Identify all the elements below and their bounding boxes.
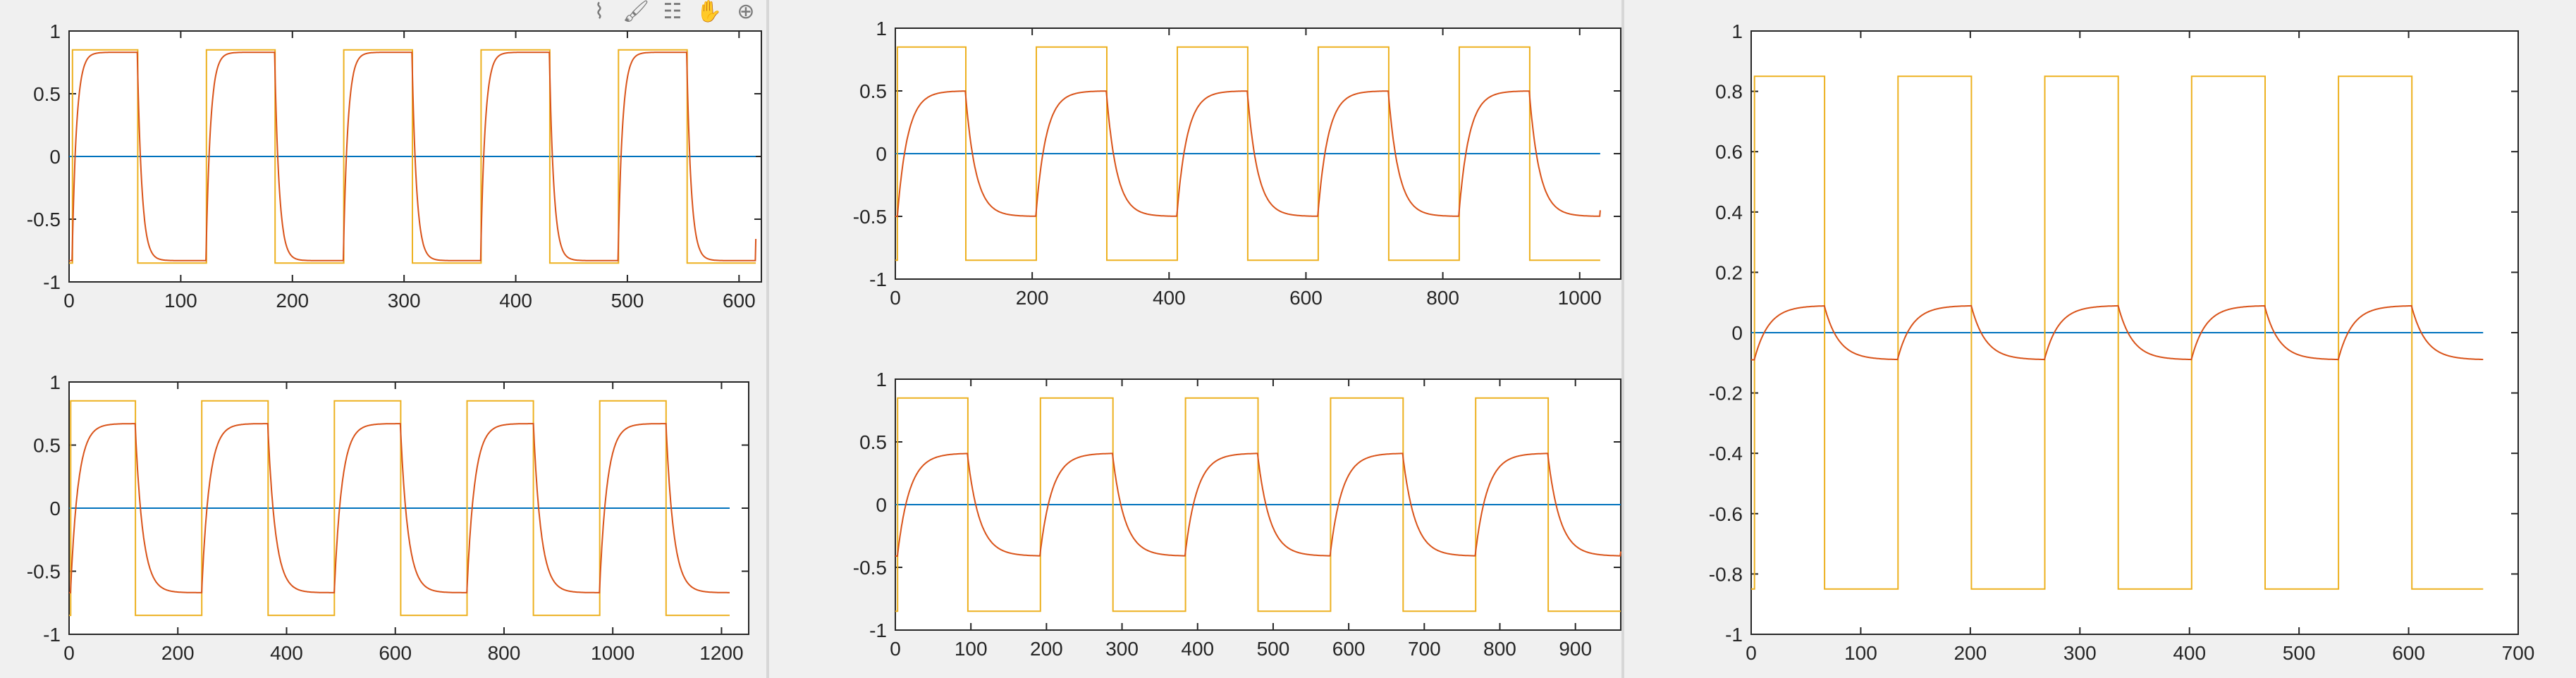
x-tick-label: 0 — [63, 290, 75, 312]
y-tick-label: 0 — [876, 494, 887, 516]
plot-bottom-left[interactable]: -1 -0.5 0 0.5 1 0 200 400 600 800 1000 1200 — [27, 371, 749, 664]
x-tick-label: 400 — [499, 290, 532, 312]
x-tick-label: 500 — [2283, 642, 2316, 664]
y-tick-label: -1 — [869, 620, 887, 641]
x-tick-label: 300 — [388, 290, 421, 312]
y-tick-label: 0.5 — [33, 435, 61, 457]
y-tick-label: 1 — [876, 369, 887, 390]
x-tick-label: 100 — [955, 638, 988, 660]
y-tick-label: -1 — [869, 269, 887, 290]
series-square-wave — [69, 49, 756, 264]
figure-divider-left — [766, 0, 769, 678]
y-tick-label: -0.5 — [853, 206, 887, 228]
plot-top-middle[interactable]: -1 -0.5 0 0.5 1 0 200 400 600 800 1000 — [853, 18, 1621, 309]
x-tick-label: 200 — [1016, 287, 1049, 309]
y-tick-label: 0 — [49, 498, 61, 519]
y-tick-label: 0 — [1731, 322, 1743, 344]
x-tick-label: 700 — [2502, 642, 2535, 664]
series-response — [1751, 304, 2484, 361]
x-tick-label: 600 — [2392, 642, 2425, 664]
axes-toolbar: ⌇ 🖌 ☷ ✋ ⊕ — [585, 0, 760, 24]
series-square-wave — [69, 400, 730, 617]
y-tick-label: 1 — [1731, 20, 1743, 42]
series-square-wave — [1751, 75, 2484, 590]
y-tick-label: -0.5 — [27, 561, 61, 583]
x-tick-label: 600 — [1289, 287, 1323, 309]
y-tick-label: -0.5 — [27, 209, 61, 230]
x-tick-label: 900 — [1559, 638, 1592, 660]
x-tick-label: 1000 — [591, 642, 634, 664]
y-tick-label: -0.4 — [1709, 443, 1743, 464]
x-tick-label: 0 — [890, 638, 901, 660]
x-tick-label: 400 — [1153, 287, 1186, 309]
y-tick-label: 0.5 — [859, 431, 887, 453]
x-tick-label: 300 — [1105, 638, 1139, 660]
x-tick-label: 200 — [1954, 642, 1987, 664]
series-response — [69, 51, 757, 261]
x-tick-label: 0 — [1746, 642, 1757, 664]
y-tick-label: 0.4 — [1715, 202, 1743, 223]
series-square-wave — [895, 397, 1621, 612]
x-tick-label: 600 — [1332, 638, 1366, 660]
zoom-in-icon[interactable]: ⊕ — [737, 0, 755, 24]
figure-divider-right — [1621, 0, 1624, 678]
x-tick-label: 800 — [488, 642, 521, 664]
x-tick-label: 400 — [1181, 638, 1214, 660]
series-response — [895, 90, 1601, 217]
y-tick-label: 1 — [49, 20, 61, 42]
pan-hand-icon[interactable]: ✋ — [696, 0, 723, 24]
plot-right[interactable]: -1 -0.8 -0.6 -0.4 -0.2 0 0.2 0.4 0.6 0.8 1 0 100 200 3… — [1709, 20, 2535, 664]
y-tick-label: -0.2 — [1709, 383, 1743, 405]
series-response — [895, 452, 1621, 557]
y-tick-label: 0.5 — [859, 80, 887, 102]
y-tick-label: -0.6 — [1709, 503, 1743, 525]
x-tick-label: 500 — [1257, 638, 1290, 660]
x-tick-label: 600 — [723, 290, 756, 312]
y-tick-label: 0.2 — [1715, 261, 1743, 283]
y-tick-label: -0.8 — [1709, 563, 1743, 585]
y-tick-label: 0 — [876, 143, 887, 165]
x-tick-label: 800 — [1483, 638, 1516, 660]
y-tick-label: 0.5 — [33, 83, 61, 105]
x-tick-label: 200 — [161, 642, 195, 664]
y-tick-label: 1 — [876, 18, 887, 39]
y-tick-label: 0.8 — [1715, 81, 1743, 103]
series-response — [69, 423, 730, 593]
x-tick-label: 500 — [611, 290, 644, 312]
x-tick-label: 0 — [63, 642, 75, 664]
series-square-wave — [895, 46, 1600, 261]
x-tick-label: 300 — [2063, 642, 2097, 664]
y-tick-label: 0.6 — [1715, 141, 1743, 163]
x-tick-label: 700 — [1408, 638, 1441, 660]
brush-select-icon[interactable]: ⌇ — [594, 0, 605, 24]
y-tick-label: 0 — [49, 146, 61, 168]
x-tick-label: 100 — [1844, 642, 1877, 664]
plot-bottom-middle[interactable]: -1 -0.5 0 0.5 1 0 100 200 300 400 500 600 700 800 900 — [853, 369, 1621, 660]
y-tick-label: -1 — [1725, 624, 1743, 646]
x-tick-label: 200 — [1030, 638, 1063, 660]
x-tick-label: 200 — [276, 290, 309, 312]
x-tick-label: 1000 — [1558, 287, 1602, 309]
y-tick-label: -0.5 — [853, 557, 887, 579]
x-tick-label: 1200 — [699, 642, 743, 664]
data-tips-icon[interactable]: ☷ — [663, 0, 682, 24]
x-tick-label: 100 — [164, 290, 197, 312]
x-tick-label: 800 — [1426, 287, 1459, 309]
x-tick-label: 600 — [379, 642, 412, 664]
x-tick-label: 400 — [2173, 642, 2206, 664]
brush-icon[interactable]: 🖌 — [622, 0, 650, 24]
plot-top-left[interactable]: -1 -0.5 0 0.5 1 0 100 200 300 400 500 600 — [27, 20, 762, 312]
x-tick-label: 400 — [270, 642, 303, 664]
x-tick-label: 0 — [890, 287, 901, 309]
y-tick-label: -1 — [43, 271, 61, 293]
y-tick-label: -1 — [43, 624, 61, 646]
y-tick-label: 1 — [49, 371, 61, 393]
